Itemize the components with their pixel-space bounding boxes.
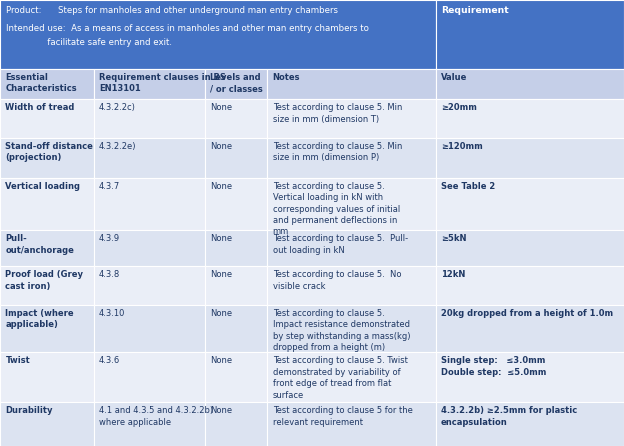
Text: Vertical loading: Vertical loading: [6, 182, 80, 190]
Text: Width of tread: Width of tread: [6, 103, 75, 112]
Bar: [267, 230, 436, 266]
Bar: [205, 99, 267, 137]
Bar: [205, 137, 267, 178]
Text: See Table 2: See Table 2: [441, 182, 495, 190]
Bar: [205, 266, 267, 305]
Text: Single step:   ≤3.0mm
Double step:  ≤5.0mm: Single step: ≤3.0mm Double step: ≤5.0mm: [441, 356, 547, 377]
Text: 4.3.2.2e): 4.3.2.2e): [99, 141, 137, 150]
Text: Essential
Characteristics: Essential Characteristics: [6, 73, 77, 93]
Text: ≥20mm: ≥20mm: [441, 103, 477, 112]
Bar: [267, 137, 436, 178]
Bar: [0, 402, 94, 446]
Bar: [436, 305, 624, 352]
Bar: [267, 402, 436, 446]
Text: Test according to clause 5.
Vertical loading in kN with
corresponding values of : Test according to clause 5. Vertical loa…: [273, 182, 400, 236]
Bar: [0, 230, 94, 266]
Text: None: None: [210, 309, 232, 318]
Bar: [94, 99, 205, 137]
Bar: [0, 69, 94, 99]
Text: None: None: [210, 182, 232, 190]
Bar: [267, 266, 436, 305]
Bar: [94, 305, 205, 352]
Bar: [94, 137, 205, 178]
Bar: [267, 178, 436, 230]
Text: Test according to clause 5.  No
visible crack: Test according to clause 5. No visible c…: [273, 270, 401, 291]
Text: Intended use:  As a means of access in manholes and other man entry chambers to: Intended use: As a means of access in ma…: [6, 25, 369, 33]
Text: Impact (where
applicable): Impact (where applicable): [6, 309, 74, 329]
Text: None: None: [210, 234, 232, 243]
Text: facilitate safe entry and exit.: facilitate safe entry and exit.: [6, 38, 172, 47]
Text: Value: Value: [441, 73, 467, 82]
Text: ≥120mm: ≥120mm: [441, 141, 483, 150]
Bar: [436, 69, 624, 99]
Text: None: None: [210, 406, 232, 415]
Text: 4.1 and 4.3.5 and 4.3.2.2b)
where applicable: 4.1 and 4.3.5 and 4.3.2.2b) where applic…: [99, 406, 213, 426]
Text: 4.3.10: 4.3.10: [99, 309, 125, 318]
Text: 20kg dropped from a height of 1.0m: 20kg dropped from a height of 1.0m: [441, 309, 613, 318]
Text: Test according to clause 5 for the
relevant requirement: Test according to clause 5 for the relev…: [273, 406, 412, 426]
Bar: [436, 266, 624, 305]
Bar: [436, 230, 624, 266]
Bar: [94, 69, 205, 99]
Text: None: None: [210, 103, 232, 112]
Bar: [205, 352, 267, 402]
Bar: [94, 266, 205, 305]
Bar: [94, 178, 205, 230]
Text: 4.3.9: 4.3.9: [99, 234, 120, 243]
Text: 4.3.2.2c): 4.3.2.2c): [99, 103, 136, 112]
Bar: [436, 99, 624, 137]
Bar: [436, 137, 624, 178]
Text: Requirement: Requirement: [442, 6, 509, 15]
Text: Test according to clause 5. Min
size in mm (dimension P): Test according to clause 5. Min size in …: [273, 141, 402, 162]
Text: Product:      Steps for manholes and other underground man entry chambers: Product: Steps for manholes and other un…: [6, 6, 338, 15]
Bar: [0, 0, 436, 69]
Bar: [94, 352, 205, 402]
Bar: [267, 99, 436, 137]
Bar: [205, 69, 267, 99]
Text: Twist: Twist: [6, 356, 30, 365]
Bar: [436, 352, 624, 402]
Text: Pull-
out/anchorage: Pull- out/anchorage: [6, 234, 74, 255]
Bar: [94, 402, 205, 446]
Bar: [0, 305, 94, 352]
Text: ≥5kN: ≥5kN: [441, 234, 467, 243]
Text: Durability: Durability: [6, 406, 53, 415]
Bar: [0, 266, 94, 305]
Text: 4.3.7: 4.3.7: [99, 182, 120, 190]
Bar: [436, 402, 624, 446]
Bar: [0, 99, 94, 137]
Text: Levels and
/ or classes: Levels and / or classes: [210, 73, 263, 93]
Bar: [205, 402, 267, 446]
Bar: [436, 178, 624, 230]
Bar: [94, 230, 205, 266]
Bar: [0, 178, 94, 230]
Bar: [267, 352, 436, 402]
Text: Test according to clause 5.  Pull-
out loading in kN: Test according to clause 5. Pull- out lo…: [273, 234, 407, 255]
Bar: [205, 178, 267, 230]
Text: 12kN: 12kN: [441, 270, 466, 280]
Text: Test according to clause 5. Twist
demonstrated by variability of
front edge of t: Test according to clause 5. Twist demons…: [273, 356, 407, 400]
Text: None: None: [210, 141, 232, 150]
Text: Test according to clause 5. Min
size in mm (dimension T): Test according to clause 5. Min size in …: [273, 103, 402, 124]
Bar: [267, 69, 436, 99]
Bar: [205, 305, 267, 352]
Text: Test according to clause 5.
Impact resistance demonstrated
by step withstanding : Test according to clause 5. Impact resis…: [273, 309, 410, 352]
Text: None: None: [210, 270, 232, 280]
Text: 4.3.6: 4.3.6: [99, 356, 120, 365]
Bar: [436, 0, 624, 69]
Text: 4.3.8: 4.3.8: [99, 270, 120, 280]
Text: None: None: [210, 356, 232, 365]
Bar: [0, 137, 94, 178]
Text: Proof load (Grey
cast iron): Proof load (Grey cast iron): [6, 270, 84, 291]
Text: 4.3.2.2b) ≥2.5mm for plastic
encapsulation: 4.3.2.2b) ≥2.5mm for plastic encapsulati…: [441, 406, 577, 426]
Bar: [0, 352, 94, 402]
Text: Requirement clauses in BS
EN13101: Requirement clauses in BS EN13101: [99, 73, 226, 93]
Bar: [205, 230, 267, 266]
Bar: [267, 305, 436, 352]
Text: Notes: Notes: [273, 73, 300, 82]
Text: Stand-off distance
(projection): Stand-off distance (projection): [6, 141, 94, 162]
